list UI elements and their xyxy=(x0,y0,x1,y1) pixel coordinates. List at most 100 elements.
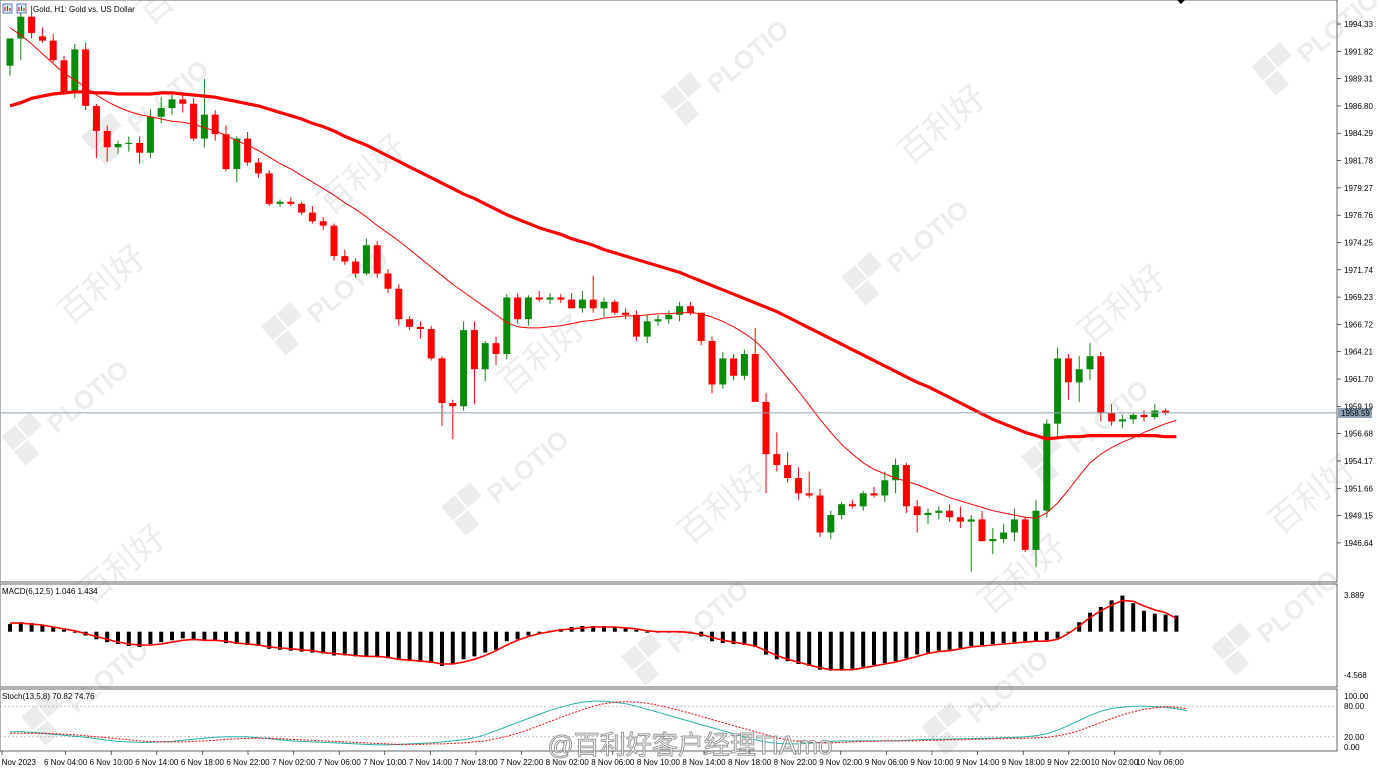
stoch-signal-line xyxy=(10,701,1188,745)
candle xyxy=(838,502,846,520)
candle xyxy=(362,238,370,276)
candle xyxy=(470,321,478,405)
macd-histogram-bar xyxy=(742,631,747,645)
macd-histogram-bar xyxy=(1088,612,1092,632)
candle xyxy=(773,432,781,472)
candle xyxy=(762,393,770,494)
macd-histogram-bar xyxy=(1120,595,1125,632)
price-tick-label: 1961.70 xyxy=(1344,375,1373,384)
candle-body xyxy=(902,465,910,507)
main-price-panel[interactable] xyxy=(0,0,1338,583)
candle xyxy=(233,136,241,183)
candle-body xyxy=(92,105,100,131)
shift-marker-icon[interactable] xyxy=(1177,0,1185,4)
candle-body xyxy=(298,203,306,213)
candle xyxy=(395,284,403,326)
macd-tick-label: 3.889 xyxy=(1344,591,1365,600)
candle-body xyxy=(924,512,932,516)
candle-body xyxy=(460,330,468,407)
candle xyxy=(449,399,457,439)
watermark-block xyxy=(441,494,467,521)
candle xyxy=(805,471,813,498)
macd-histogram-bar xyxy=(148,631,153,645)
candle xyxy=(352,258,360,278)
macd-histogram-bar xyxy=(764,631,768,655)
candle-body xyxy=(71,49,79,93)
candle xyxy=(298,201,306,215)
watermark-block xyxy=(93,140,120,166)
price-tick-label: 1954.17 xyxy=(1344,457,1373,466)
macd-histogram-bar xyxy=(1163,614,1168,632)
candle xyxy=(892,458,900,494)
candle-body xyxy=(1075,369,1083,383)
candle-body xyxy=(395,288,403,320)
macd-histogram-bar xyxy=(375,631,380,658)
macd-histogram-bar xyxy=(299,631,304,652)
watermark-caption: @百利好客户经理TIAmo xyxy=(548,730,833,760)
candle-body xyxy=(438,358,446,403)
candle-body xyxy=(179,99,187,104)
time-tick-label: 10 Nov 06:00 xyxy=(1136,758,1184,767)
macd-label: MACD(6,12,5) 1.046 1.434 xyxy=(2,587,98,596)
candle-body xyxy=(762,401,770,455)
candle-body xyxy=(136,142,144,153)
macd-histogram-bar xyxy=(958,631,963,648)
candle xyxy=(373,240,381,278)
price-tick-label: 1956.68 xyxy=(1344,430,1373,439)
time-axis[interactable]: 3 Nov 2023 6 Nov 04:006 Nov 10:006 Nov 14… xyxy=(0,751,1184,767)
macd-histogram-bar xyxy=(494,631,498,650)
price-tick-label: 1969.23 xyxy=(1344,293,1373,302)
candle xyxy=(146,109,154,159)
macd-histogram-bar xyxy=(1044,631,1049,641)
time-tick-label: 6 Nov 22:00 xyxy=(226,758,270,767)
candle xyxy=(524,295,532,326)
candle xyxy=(784,451,792,483)
candle-body xyxy=(1043,423,1051,511)
watermark-block xyxy=(96,112,122,138)
watermark-block xyxy=(636,632,662,658)
macd-histogram-bar xyxy=(731,631,736,645)
macd-histogram-bar xyxy=(440,631,444,666)
macd-histogram-bar xyxy=(537,631,542,633)
candle-body xyxy=(146,116,154,153)
macd-histogram-bar xyxy=(407,631,412,662)
macd-histogram-bar xyxy=(1174,615,1179,632)
macd-histogram-bar xyxy=(645,631,650,633)
candle xyxy=(1075,356,1083,402)
candle-body xyxy=(1054,358,1062,424)
candle xyxy=(287,197,295,207)
candle xyxy=(222,125,230,172)
price-axis[interactable]: 1994.33 1991.82 1989.31 1986.80 1984.29 1981.… xyxy=(1337,20,1373,548)
candle-body xyxy=(352,261,360,274)
time-tick-label: 9 Nov 14:00 xyxy=(956,758,1000,767)
macd-panel[interactable] xyxy=(0,583,1338,688)
candle xyxy=(481,340,489,382)
macd-histogram-bar xyxy=(612,626,617,632)
chart-window-icon-2[interactable] xyxy=(16,3,27,14)
candle-body xyxy=(373,245,381,274)
candle-body xyxy=(168,99,176,109)
macd-histogram-bar xyxy=(785,631,790,662)
candle xyxy=(697,312,705,346)
candle-body xyxy=(470,330,478,370)
macd-histogram-bar xyxy=(105,631,110,643)
candle-body xyxy=(870,493,878,496)
candle-body xyxy=(654,319,662,322)
macd-histogram-bar xyxy=(807,631,812,666)
candle-body xyxy=(319,221,327,226)
candle xyxy=(665,310,673,324)
watermark-block xyxy=(661,84,687,111)
candle-body xyxy=(805,493,813,496)
stoch-panel[interactable] xyxy=(0,688,1338,752)
candle-body xyxy=(103,130,111,148)
candle xyxy=(92,103,100,159)
macd-histogram-bar xyxy=(850,631,855,669)
candle-body xyxy=(632,314,640,337)
time-tick-label: 8 Nov 02:00 xyxy=(546,758,590,767)
chart-window-icon[interactable] xyxy=(2,3,13,14)
time-tick-label: 8 Nov 10:00 xyxy=(637,758,681,767)
candle-body xyxy=(1129,414,1137,420)
watermark-block xyxy=(676,72,702,98)
macd-histogram-bar xyxy=(234,631,239,645)
window-title: Gold, H1: Gold vs. US Dollar xyxy=(33,5,135,14)
